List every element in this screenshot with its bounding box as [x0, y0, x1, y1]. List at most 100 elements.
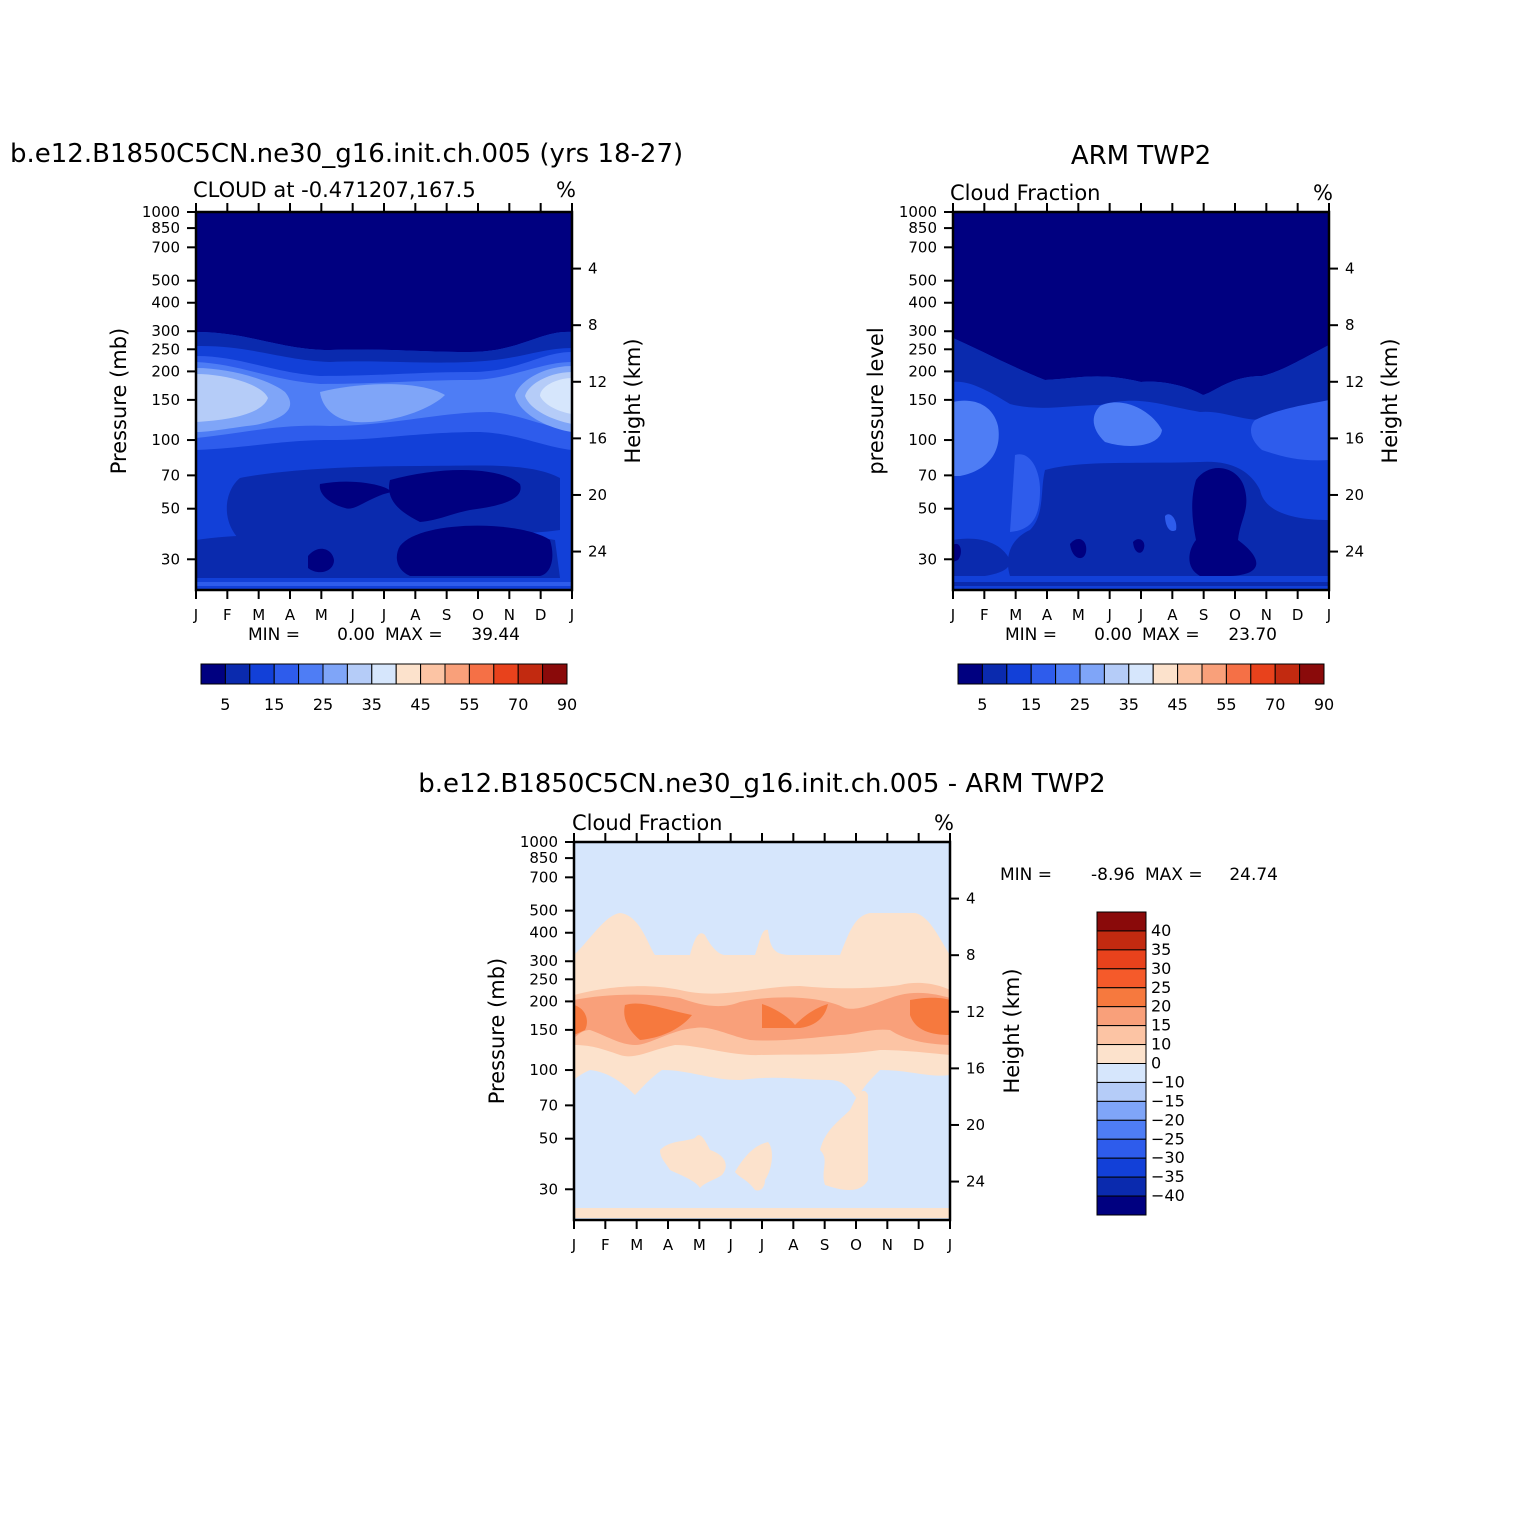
month-tick-label: J — [1138, 606, 1143, 624]
panel2-subtitle: Cloud Fraction — [950, 181, 1101, 205]
colorbar-label: 25 — [1151, 978, 1171, 997]
pressure-tick-label: 700 — [151, 238, 180, 256]
height-tick-label: 4 — [1345, 260, 1355, 278]
panel2-ylabel: pressure level — [864, 327, 888, 474]
colorbar-label: 40 — [1151, 921, 1171, 940]
pressure-tick-label: 70 — [161, 466, 180, 484]
contour-fill — [953, 338, 1329, 420]
panel-model: b.e12.B1850C5CN.ne30_g16.init.ch.005 (yr… — [10, 139, 683, 714]
month-tick-label: J — [349, 606, 354, 624]
colorbar-swatch — [1096, 1195, 1147, 1216]
panel3-min-value: -8.96 — [1091, 865, 1135, 885]
month-tick-label: M — [630, 1236, 643, 1254]
contour-fill — [319, 481, 392, 509]
month-tick-label: F — [223, 606, 232, 624]
month-tick-label: J — [571, 1236, 576, 1254]
colorbar-label: 35 — [1151, 940, 1171, 959]
month-tick-label: M — [1072, 606, 1085, 624]
pressure-tick-label: 500 — [151, 272, 180, 290]
contour-fill — [910, 997, 950, 1035]
colorbar-swatch — [1225, 663, 1252, 685]
colorbar-swatch — [468, 663, 495, 685]
colorbar-label: 5 — [220, 695, 230, 714]
pressure-tick-label: 700 — [908, 238, 937, 256]
colorbar-label: 45 — [410, 695, 430, 714]
pressure-tick-label: 700 — [529, 868, 558, 886]
colorbar-swatch — [1096, 1025, 1147, 1046]
panel2-colorbar: 5 15 25 35 45 55 70 90 — [957, 663, 1334, 714]
colorbar-label: 90 — [1314, 695, 1334, 714]
month-tick-label: J — [947, 1236, 952, 1254]
panel3-title: b.e12.B1850C5CN.ne30_g16.init.ch.005 - A… — [418, 769, 1105, 799]
colorbar-swatch — [493, 663, 519, 685]
month-tick-label: M — [693, 1236, 706, 1254]
pressure-tick-label: 100 — [529, 1061, 558, 1079]
colorbar-swatch — [1201, 663, 1227, 685]
colorbar-label: 55 — [1216, 695, 1236, 714]
pressure-tick-label: 400 — [529, 924, 558, 942]
contour-fill — [320, 384, 445, 423]
colorbar-swatch — [1274, 663, 1301, 685]
panel3-max-value: 24.74 — [1229, 865, 1278, 885]
height-tick-label: 12 — [588, 373, 607, 391]
contour-fill — [953, 538, 1011, 578]
colorbar-label: −35 — [1151, 1167, 1185, 1186]
colorbar-swatch — [1096, 930, 1147, 951]
pressure-tick-label: 1000 — [520, 833, 558, 851]
panel1-min-value: 0.00 — [337, 625, 375, 645]
contour-fill — [762, 1004, 828, 1028]
colorbar-swatch — [1096, 968, 1147, 989]
pressure-tick-label: 250 — [908, 340, 937, 358]
month-tick-label: F — [601, 1236, 610, 1254]
contour-fill — [953, 212, 1329, 395]
contour-fill — [1133, 539, 1145, 553]
colorbar-label: −40 — [1151, 1186, 1185, 1205]
pressure-tick-label: 300 — [151, 322, 180, 340]
contour-fill — [196, 374, 268, 422]
panel1-max-value: 39.44 — [471, 625, 520, 645]
pressure-tick-label: 150 — [908, 391, 937, 409]
month-tick-label: N — [882, 1236, 893, 1254]
colorbar-swatch — [200, 663, 226, 685]
month-tick-label: D — [1292, 606, 1304, 624]
colorbar-label: 5 — [977, 695, 987, 714]
panel2-min-label: MIN = — [1005, 625, 1057, 645]
colorbar-label: 15 — [264, 695, 284, 714]
height-tick-label: 24 — [1345, 543, 1364, 561]
pressure-tick-label: 200 — [151, 362, 180, 380]
month-tick-label: A — [1167, 606, 1178, 624]
month-tick-label: O — [1229, 606, 1241, 624]
pressure-tick-label: 150 — [151, 391, 180, 409]
pressure-tick-label: 30 — [539, 1180, 558, 1198]
colorbar-swatch — [298, 663, 324, 685]
month-tick-label: A — [663, 1236, 674, 1254]
pressure-tick-label: 850 — [529, 849, 558, 867]
pressure-tick-label: 500 — [529, 902, 558, 920]
month-tick-label: A — [1042, 606, 1053, 624]
colorbar-swatch — [346, 663, 373, 685]
pressure-tick-label: 500 — [908, 272, 937, 290]
pressure-tick-label: 1000 — [142, 203, 180, 221]
pressure-tick-label: 70 — [918, 466, 937, 484]
contour-fill — [1189, 467, 1257, 576]
colorbar-swatch — [1096, 1138, 1147, 1159]
colorbar-swatch — [1030, 663, 1057, 685]
colorbar-swatch — [1177, 663, 1203, 685]
height-tick-label: 16 — [1345, 429, 1364, 447]
colorbar-swatch — [444, 663, 470, 685]
month-tick-label: J — [381, 606, 386, 624]
month-tick-label: A — [788, 1236, 799, 1254]
colorbar-label: 35 — [362, 695, 382, 714]
colorbar-swatch — [1096, 1063, 1147, 1083]
panel2-ylabel-right: Height (km) — [1378, 338, 1402, 463]
contour-fill — [660, 1135, 726, 1188]
colorbar-label: 70 — [508, 695, 528, 714]
colorbar-swatch — [1096, 1006, 1147, 1027]
height-tick-label: 20 — [1345, 486, 1364, 504]
panel1-ylabel: Pressure (mb) — [107, 328, 131, 475]
colorbar-label: 15 — [1021, 695, 1041, 714]
month-tick-label: D — [535, 606, 547, 624]
contour-fill — [1250, 400, 1329, 461]
